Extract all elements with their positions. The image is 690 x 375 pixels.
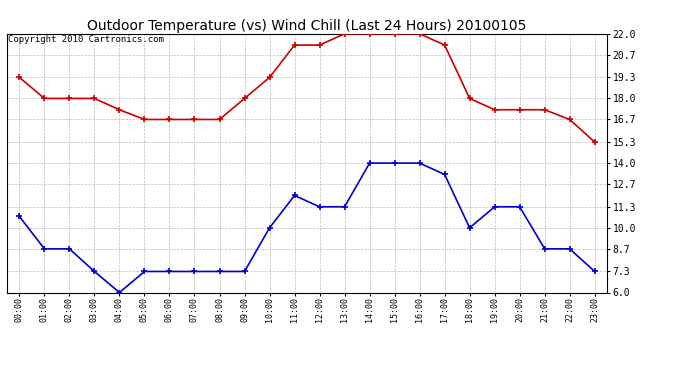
- Text: Copyright 2010 Cartronics.com: Copyright 2010 Cartronics.com: [8, 35, 164, 44]
- Title: Outdoor Temperature (vs) Wind Chill (Last 24 Hours) 20100105: Outdoor Temperature (vs) Wind Chill (Las…: [88, 19, 526, 33]
